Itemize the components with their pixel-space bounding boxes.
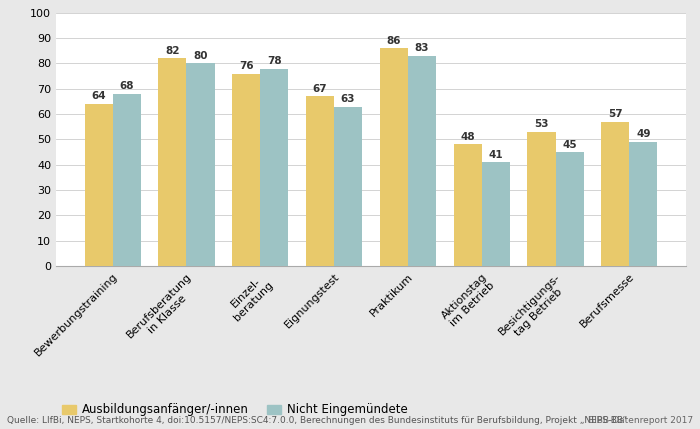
Text: 83: 83 (414, 43, 429, 53)
Bar (85, 104, 113, 266)
Text: 80: 80 (193, 51, 208, 61)
Bar (408, 56, 436, 266)
Text: 64: 64 (91, 91, 106, 101)
Bar (334, 106, 362, 266)
Text: BIBB-Datenreport 2017: BIBB-Datenreport 2017 (588, 416, 693, 425)
Bar (158, 58, 186, 266)
Text: 67: 67 (313, 84, 328, 94)
Bar (380, 48, 408, 266)
Text: 78: 78 (267, 56, 281, 66)
Legend: Ausbildungsanfänger/-innen, Nicht Eingemündete: Ausbildungsanfänger/-innen, Nicht Eingem… (62, 404, 407, 417)
Text: 68: 68 (120, 82, 134, 91)
Bar (454, 145, 482, 266)
Text: 45: 45 (562, 139, 577, 150)
Text: 82: 82 (165, 46, 180, 56)
Bar (306, 97, 334, 266)
Text: 76: 76 (239, 61, 253, 71)
Bar (629, 142, 657, 266)
Text: 57: 57 (608, 109, 622, 119)
Text: 63: 63 (341, 94, 356, 104)
Text: 49: 49 (636, 130, 650, 139)
Text: 86: 86 (386, 36, 401, 46)
Text: 48: 48 (461, 132, 475, 142)
Bar (260, 69, 288, 266)
Text: 53: 53 (534, 119, 549, 129)
Bar (232, 74, 260, 266)
Bar (528, 132, 556, 266)
Bar (601, 122, 629, 266)
Bar (186, 63, 214, 266)
Bar (556, 152, 584, 266)
Bar (482, 162, 510, 266)
Text: Quelle: LIfBi, NEPS, Startkohorte 4, doi:10.5157/NEPS:SC4:7.0.0, Berechnungen de: Quelle: LIfBi, NEPS, Startkohorte 4, doi… (7, 416, 627, 425)
Text: 41: 41 (489, 150, 503, 160)
Bar (113, 94, 141, 266)
